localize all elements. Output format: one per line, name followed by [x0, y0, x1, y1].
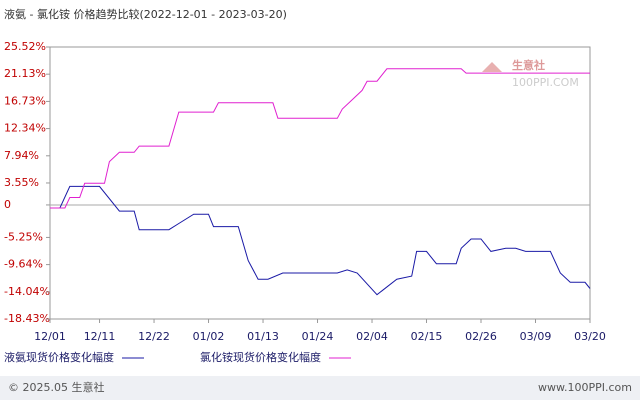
- y-tick-label: 0: [4, 198, 11, 211]
- y-tick-label: -18.43%: [4, 312, 50, 325]
- watermark-name: 生意社: [512, 58, 545, 72]
- x-tick-label: 12/01: [34, 330, 66, 343]
- x-tick-label: 03/09: [520, 330, 552, 343]
- y-tick-label: -5.25%: [4, 230, 43, 243]
- x-tick-label: 01/13: [247, 330, 279, 343]
- x-tick-label: 02/26: [465, 330, 497, 343]
- y-tick-label: 7.94%: [4, 149, 39, 162]
- series-line: [50, 185, 591, 296]
- y-tick-label: 16.73%: [4, 94, 46, 107]
- footer-right: www.100PPI.com: [538, 381, 632, 394]
- y-tick-label: -14.04%: [4, 285, 50, 298]
- legend-label: 液氨现货价格变化幅度: [4, 350, 114, 364]
- x-tick-label: 01/24: [302, 330, 334, 343]
- series-line: [50, 68, 590, 209]
- x-tick-label: 01/02: [193, 330, 225, 343]
- chart-title: 液氨 - 氯化铵 价格趋势比较(2022-12-01 - 2023-03-20): [4, 7, 287, 21]
- watermark-icon: [482, 62, 502, 72]
- y-tick-label: 3.55%: [4, 176, 39, 189]
- y-tick-label: -9.64%: [4, 258, 43, 271]
- y-tick-label: 12.34%: [4, 122, 46, 135]
- x-tick-label: 12/11: [84, 330, 116, 343]
- footer-bar: [0, 376, 640, 400]
- x-tick-label: 02/15: [411, 330, 443, 343]
- footer-left: © 2025.05 生意社: [8, 380, 104, 394]
- x-tick-label: 02/04: [356, 330, 388, 343]
- legend-label: 氯化铵现货价格变化幅度: [200, 350, 321, 364]
- y-tick-label: 25.52%: [4, 40, 46, 53]
- x-tick-label: 03/20: [574, 330, 606, 343]
- watermark-url: 100PPI.COM: [512, 76, 579, 89]
- y-tick-label: 21.13%: [4, 67, 46, 80]
- x-tick-label: 12/22: [138, 330, 170, 343]
